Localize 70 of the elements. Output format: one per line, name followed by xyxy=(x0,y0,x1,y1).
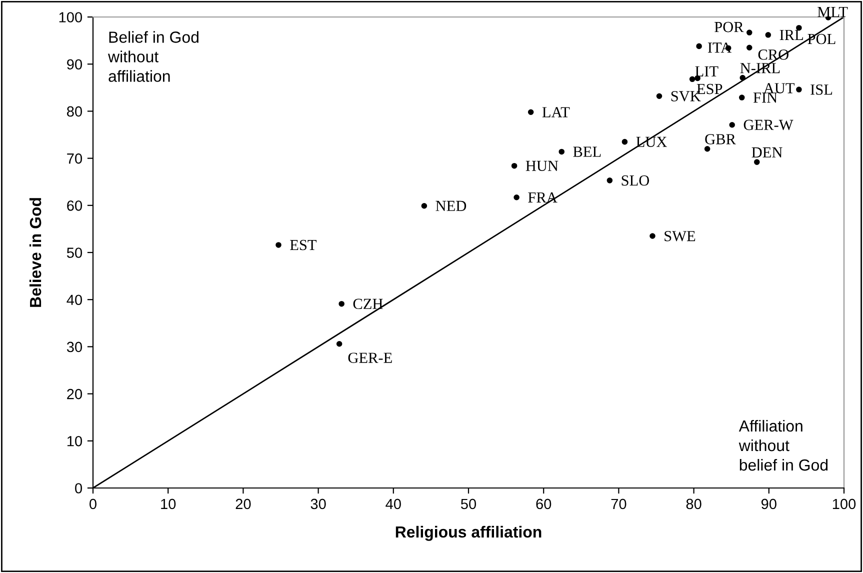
y-tick-label: 90 xyxy=(67,59,82,70)
point xyxy=(696,43,702,50)
annotation: FIN xyxy=(753,92,778,103)
point xyxy=(656,93,662,100)
point xyxy=(754,159,760,165)
point xyxy=(746,30,752,36)
x-tick-label: 20 xyxy=(236,498,251,510)
y-tick-label: 30 xyxy=(66,342,82,352)
y-tick-label: 80 xyxy=(66,106,82,117)
point xyxy=(765,32,772,38)
y-tick-label: 20 xyxy=(67,388,82,400)
x-axis-title: Religious affiliation xyxy=(396,526,542,541)
annotation: GER-E xyxy=(348,352,392,363)
annotation: IRL xyxy=(780,30,803,40)
point xyxy=(421,202,428,209)
x-tick-label: 10 xyxy=(161,498,176,510)
x-tick-label: 50 xyxy=(460,498,476,510)
y-tick-label: 0 xyxy=(75,483,82,494)
y-tick-label: 40 xyxy=(66,294,82,306)
point xyxy=(336,340,342,347)
annotation: BEL xyxy=(573,146,601,157)
point xyxy=(729,122,735,128)
point xyxy=(704,146,710,152)
annotation: SLO xyxy=(622,175,650,186)
x-tick-label: 60 xyxy=(536,498,552,510)
point xyxy=(622,138,628,145)
point xyxy=(740,74,746,81)
x-tick-label: 100 xyxy=(832,498,856,510)
annotation: POL xyxy=(808,34,836,44)
x-tick-label: 90 xyxy=(761,498,776,510)
x-tick-label: 80 xyxy=(686,498,702,510)
annotation: Affiliation without belief in God xyxy=(738,420,828,471)
point xyxy=(511,162,518,169)
y-tick-label: 60 xyxy=(67,200,82,211)
point xyxy=(606,178,613,184)
point xyxy=(738,94,745,100)
annotation: LIT xyxy=(695,66,718,76)
annotation: AUT xyxy=(764,83,795,94)
annotation: LAT xyxy=(542,107,570,118)
y-axis-title: Believe in God xyxy=(29,198,42,307)
annotation: ISL xyxy=(810,84,832,95)
point xyxy=(338,300,344,307)
x-tick-label: 30 xyxy=(310,498,326,510)
y-tick-label: 50 xyxy=(66,248,82,258)
y-tick-label: 10 xyxy=(67,436,82,446)
point xyxy=(650,233,656,239)
point xyxy=(689,76,696,82)
annotation: EST xyxy=(290,240,317,250)
x-tick-label: 40 xyxy=(386,498,401,510)
annotation: SWE xyxy=(664,230,696,242)
annotation: Belief in God without affiliation xyxy=(108,31,198,82)
y-tick-label: 100 xyxy=(59,12,82,22)
annotation: GBR xyxy=(705,134,736,144)
point xyxy=(514,194,520,200)
annotation: FRA xyxy=(528,192,558,202)
point xyxy=(746,44,752,51)
point xyxy=(558,148,565,155)
annotation: CZH xyxy=(353,298,383,310)
x-tick-label: 70 xyxy=(611,498,626,510)
annotation: GER-W xyxy=(744,120,794,130)
point xyxy=(796,86,802,92)
point xyxy=(276,242,282,248)
y-tick-label: 70 xyxy=(67,153,82,164)
annotation: HUN xyxy=(526,160,558,172)
annotation: NED xyxy=(436,200,466,211)
annotation: DEN xyxy=(752,147,782,158)
x-tick-label: 0 xyxy=(90,498,96,510)
point xyxy=(528,109,534,116)
annotation: POR xyxy=(714,22,744,32)
annotation: MLT xyxy=(818,6,848,17)
